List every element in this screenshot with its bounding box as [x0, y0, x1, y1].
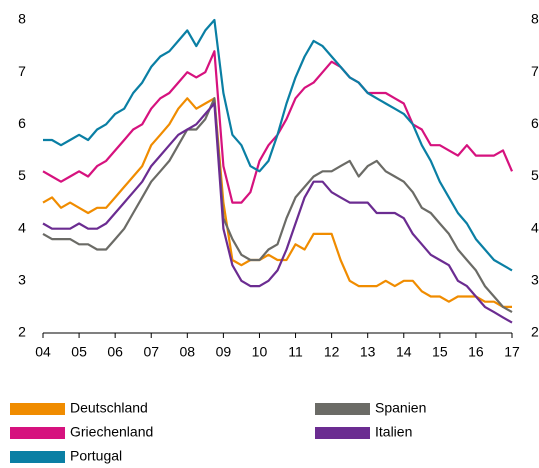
x-tick-label: 12 [324, 344, 340, 360]
y2-tick-label: 7 [531, 63, 539, 79]
y2-tick-label: 4 [531, 219, 539, 235]
series-line [43, 18, 513, 272]
series-line [42, 97, 513, 314]
x-tick-label: 04 [35, 344, 51, 360]
x-tick-label: 11 [288, 344, 303, 360]
x-tick-label: 10 [252, 344, 268, 360]
y-tick-label: 2 [18, 324, 26, 340]
y-tick-label: 7 [18, 63, 26, 79]
legend-label: Spanien [375, 400, 426, 416]
y-tick-label: 4 [18, 219, 26, 235]
series-line [42, 50, 514, 204]
x-tick-label: 14 [396, 344, 412, 360]
y2-tick-label: 2 [531, 324, 539, 340]
x-tick-label: 13 [360, 344, 376, 360]
legend-swatch [315, 403, 370, 415]
y2-tick-label: 5 [531, 167, 539, 183]
y-tick-label: 8 [18, 11, 26, 27]
series-line [42, 102, 513, 324]
legend-swatch [10, 451, 65, 463]
legend-label: Italien [375, 424, 412, 440]
series-line [42, 97, 512, 308]
x-tick-label: 17 [504, 344, 520, 360]
legend-label: Deutschland [70, 400, 148, 416]
y2-tick-label: 8 [531, 11, 539, 27]
x-tick-label: 16 [468, 344, 484, 360]
legend-swatch [10, 403, 65, 415]
legend-swatch [315, 427, 370, 439]
y2-tick-label: 6 [531, 115, 539, 131]
x-tick-label: 15 [432, 344, 448, 360]
y2-tick-label: 3 [531, 272, 539, 288]
legend-swatch [10, 427, 65, 439]
y-tick-label: 6 [18, 115, 26, 131]
x-tick-label: 08 [180, 344, 196, 360]
x-tick-label: 07 [143, 344, 159, 360]
legend-label: Griechenland [70, 424, 153, 440]
x-tick-label: 09 [216, 344, 232, 360]
x-tick-label: 05 [71, 344, 87, 360]
y-tick-label: 3 [18, 272, 26, 288]
x-tick-label: 06 [107, 344, 123, 360]
legend-label: Portugal [70, 448, 122, 464]
y-tick-label: 5 [18, 167, 26, 183]
